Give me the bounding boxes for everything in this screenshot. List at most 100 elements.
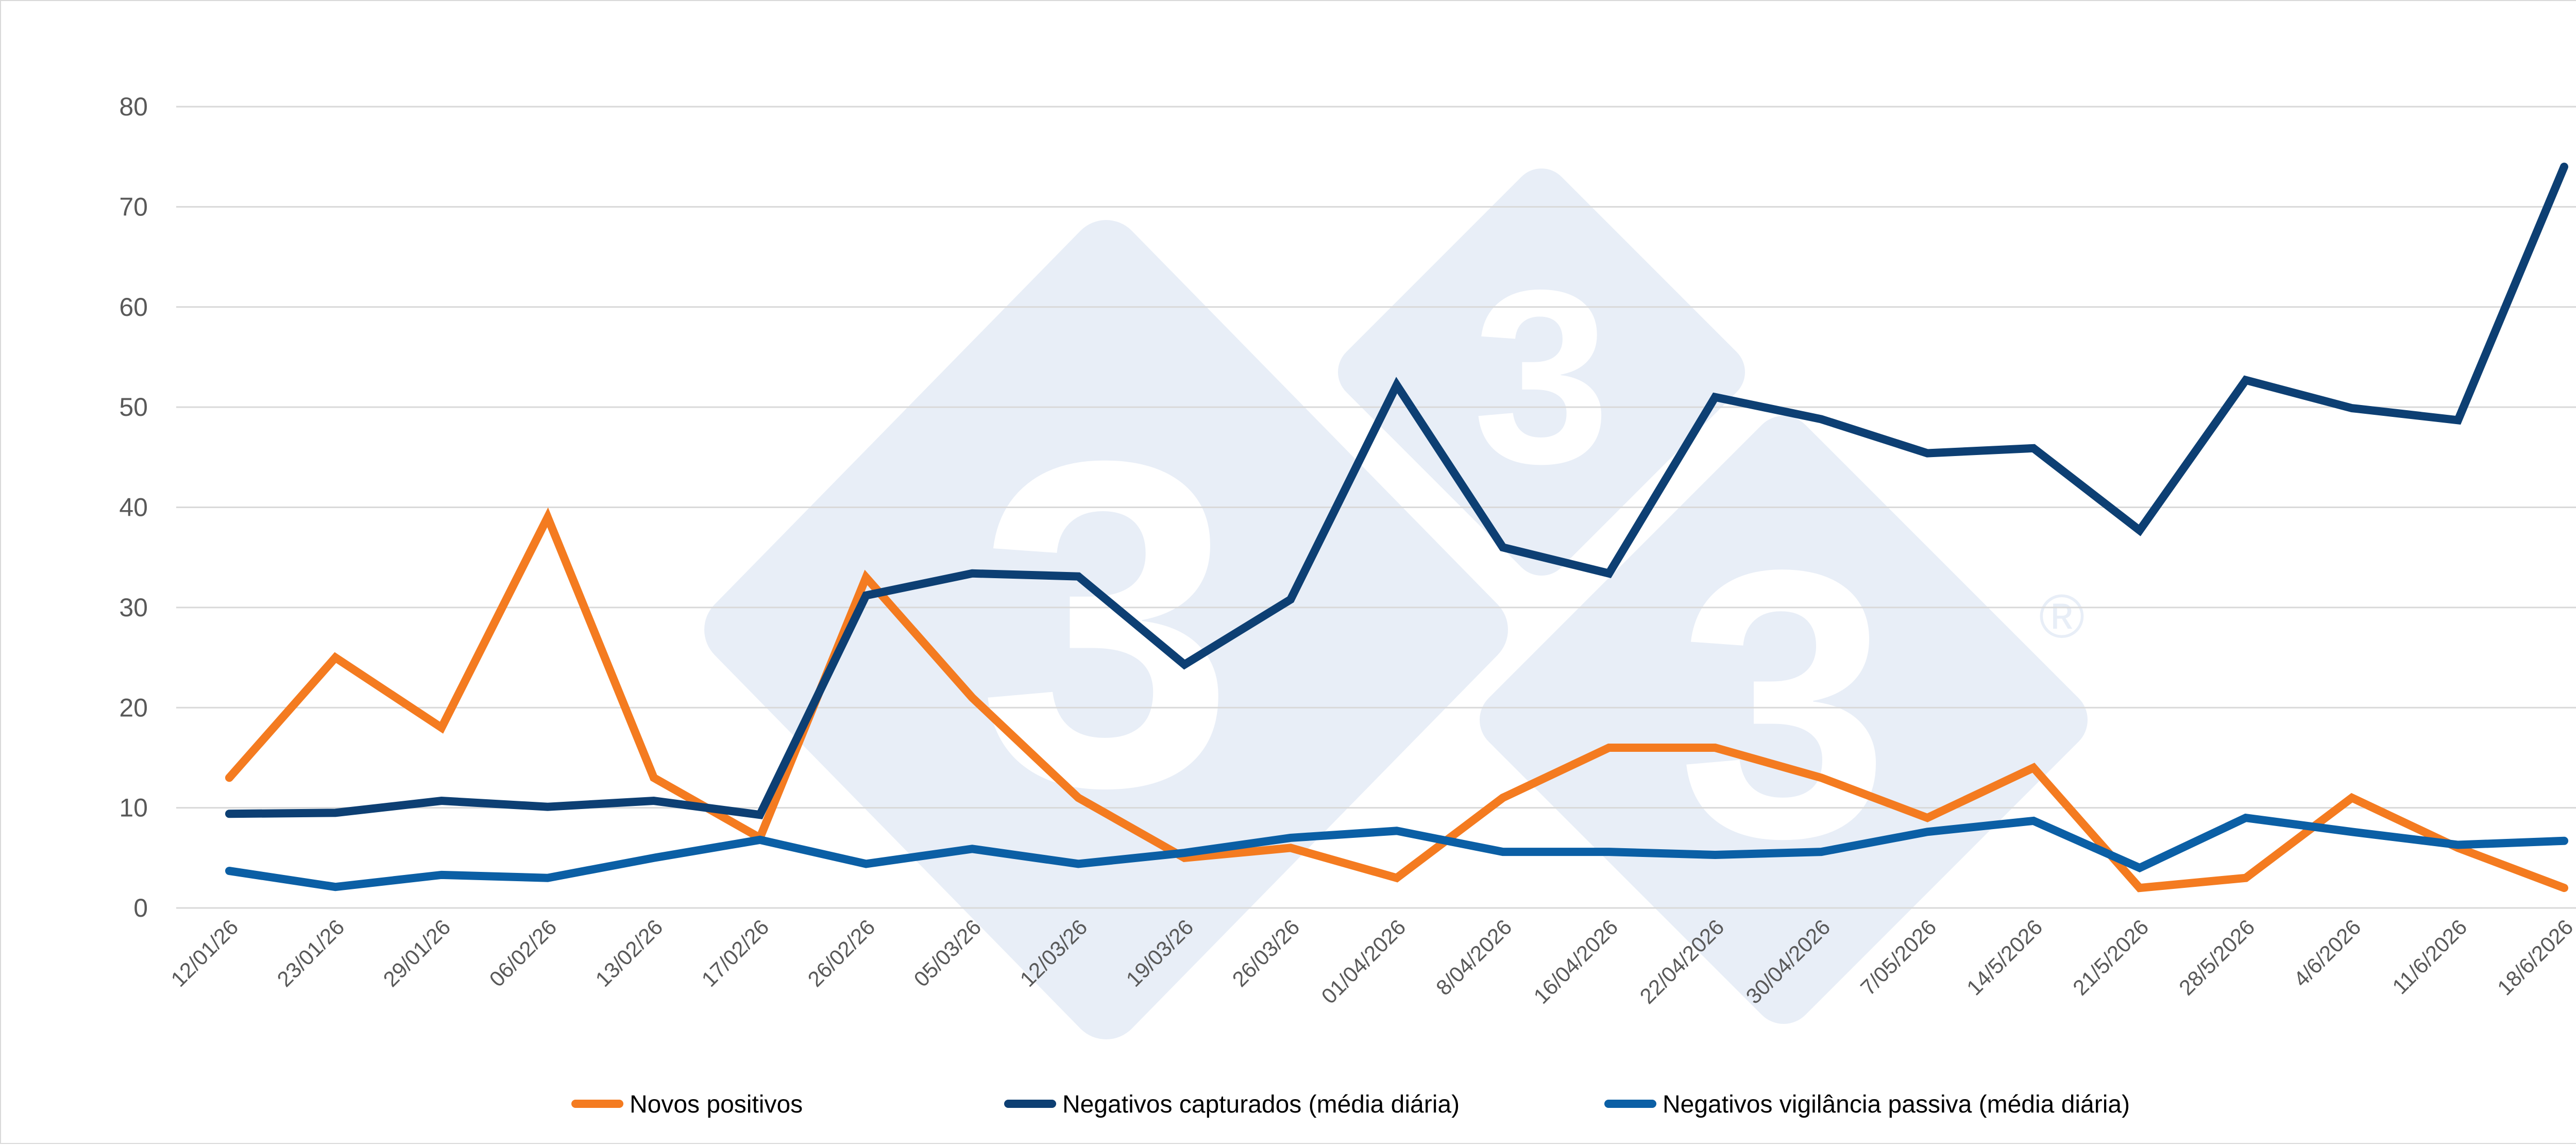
y-tick-label: 10 <box>119 794 148 822</box>
gridlines <box>176 106 2576 909</box>
data-point <box>1608 747 1609 748</box>
data-point <box>2245 817 2246 818</box>
data-point <box>759 814 760 815</box>
x-tick-label: 06/02/26 <box>485 915 562 991</box>
data-point <box>2351 831 2352 832</box>
data-point <box>1715 854 1716 855</box>
x-tick-label: 12/01/26 <box>166 915 243 991</box>
series-line <box>225 813 2568 891</box>
x-tick-label: 28/5/2026 <box>2174 915 2259 1000</box>
x-tick-label: 21/5/2026 <box>2068 915 2153 1000</box>
data-point <box>335 657 336 658</box>
data-point <box>1927 831 1928 832</box>
y-tick-label: 20 <box>119 693 148 722</box>
series-2 <box>225 162 2568 819</box>
x-tick-label: 26/03/26 <box>1228 915 1304 991</box>
legend-item: Novos positivos <box>571 1091 803 1118</box>
data-point <box>335 886 336 887</box>
x-tick-label: 13/02/26 <box>591 915 668 991</box>
series-line <box>225 507 2568 893</box>
data-point <box>1927 453 1928 454</box>
series-3 <box>225 813 2568 891</box>
data-point <box>866 863 867 864</box>
series-1 <box>225 507 2568 893</box>
x-tick-label: 16/04/2026 <box>1529 915 1622 1008</box>
x-tick-label: 05/03/26 <box>909 915 986 991</box>
data-point <box>2139 530 2140 531</box>
data-point <box>229 870 230 871</box>
data-point <box>2458 845 2459 846</box>
data-point <box>2458 419 2459 420</box>
data-point <box>547 806 548 807</box>
y-tick-label: 40 <box>119 493 148 522</box>
y-tick-label: 60 <box>119 293 148 322</box>
data-point <box>1715 747 1716 748</box>
data-point <box>441 874 442 875</box>
data-point <box>1821 851 1822 852</box>
data-point <box>2564 887 2565 888</box>
data-point <box>1396 384 1397 385</box>
data-point <box>547 517 548 518</box>
data-point <box>1927 817 1928 818</box>
data-point <box>335 812 336 813</box>
legend-label: Novos positivos <box>630 1091 803 1118</box>
data-point <box>2564 840 2565 841</box>
x-tick-label: 01/04/2026 <box>1316 915 1410 1008</box>
y-tick-label: 70 <box>119 192 148 221</box>
series-layer <box>225 162 2568 893</box>
data-point <box>1821 418 1822 419</box>
data-point <box>547 878 548 879</box>
x-tick-label: 23/01/26 <box>273 915 349 991</box>
data-point <box>1078 797 1079 798</box>
registered-mark: ® <box>2039 582 2084 651</box>
y-axis: 0 10 20 30 40 50 60 70 80 <box>119 92 148 922</box>
data-point <box>1184 852 1185 853</box>
x-tick-label: 4/6/2026 <box>2289 915 2366 991</box>
data-point <box>1608 851 1609 852</box>
watermark-text: 3 <box>977 364 1235 883</box>
data-point <box>1184 857 1185 858</box>
legend-label: Negativos vigilância passiva (média diár… <box>1663 1091 2130 1118</box>
data-point <box>2245 380 2246 381</box>
legend-label: Negativos capturados (média diária) <box>1062 1091 1460 1118</box>
watermark-diamond <box>704 220 1508 1039</box>
data-point <box>1078 863 1079 864</box>
data-point <box>2351 408 2352 409</box>
x-tick-label: 29/01/26 <box>379 915 455 991</box>
x-tick-label: 8/04/2026 <box>1431 915 1516 1000</box>
data-point <box>2033 767 2034 768</box>
data-point <box>653 777 654 778</box>
data-point <box>1396 878 1397 879</box>
data-point <box>866 577 867 578</box>
data-point <box>229 777 230 778</box>
legend-item: Negativos vigilância passiva (média diár… <box>1604 1091 2130 1118</box>
series-line <box>225 162 2568 819</box>
x-axis: 12/01/26 23/01/26 29/01/26 06/02/26 13/02/26… <box>166 915 2576 1008</box>
data-point <box>441 800 442 801</box>
data-point <box>1184 664 1185 665</box>
data-point <box>1502 547 1503 548</box>
data-point <box>653 857 654 858</box>
data-point <box>972 573 973 574</box>
x-tick-label: 14/5/2026 <box>1962 915 2047 1000</box>
data-point <box>1715 397 1716 398</box>
data-point <box>1396 830 1397 831</box>
data-point <box>2139 867 2140 868</box>
data-point <box>2033 820 2034 821</box>
data-point <box>1502 851 1503 852</box>
y-tick-label: 30 <box>119 593 148 622</box>
data-point <box>2564 166 2565 167</box>
data-point <box>1821 777 1822 778</box>
data-point <box>1290 847 1291 848</box>
y-tick-label: 50 <box>119 393 148 422</box>
x-tick-label: 26/02/26 <box>803 915 880 991</box>
data-point <box>2351 797 2352 798</box>
data-point <box>972 848 973 849</box>
y-tick-label: 80 <box>119 92 148 121</box>
x-tick-label: 17/02/26 <box>697 915 774 991</box>
data-point <box>2245 878 2246 879</box>
x-tick-label: 18/6/2026 <box>2493 915 2576 1000</box>
data-point <box>2139 887 2140 888</box>
